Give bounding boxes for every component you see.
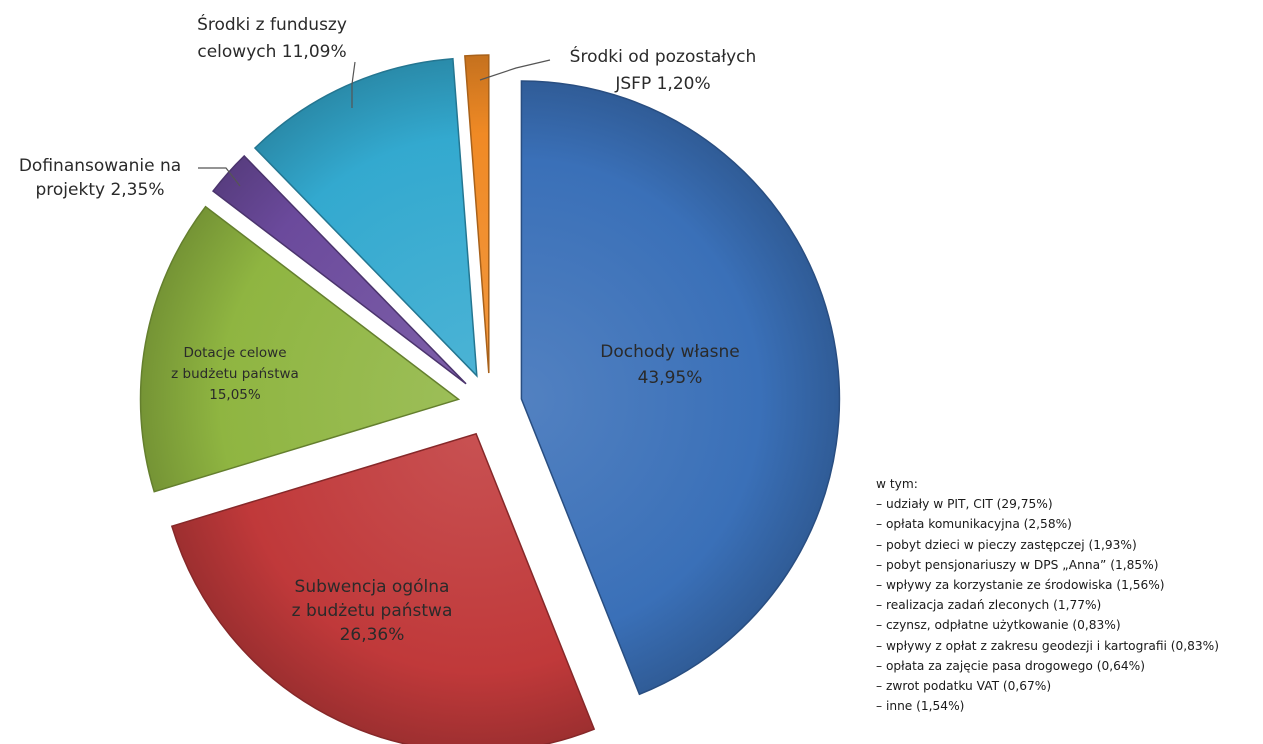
slice-label-2: Dotacje celowe z budżetu państwa 15,05% <box>171 345 299 403</box>
breakdown-item: – opłata za zajęcie pasa drogowego (0,64… <box>876 658 1145 673</box>
pie-slice-2 <box>139 205 461 493</box>
breakdown-item: – wpływy z opłat z zakresu geodezji i ka… <box>876 638 1219 653</box>
breakdown-item: – pobyt dzieci w pieczy zastępczej (1,93… <box>876 537 1137 552</box>
leader-line-5 <box>479 59 551 81</box>
pie-slice-5 <box>464 54 490 374</box>
breakdown-item: – pobyt pensjonariuszy w DPS „Anna” (1,8… <box>876 557 1159 572</box>
leader-line-3 <box>198 167 241 187</box>
breakdown-title: w tym: <box>876 477 918 491</box>
breakdown-item: – zwrot podatku VAT (0,67%) <box>876 679 1052 694</box>
slice-label-0: Dochody własne 43,95% <box>600 342 740 388</box>
breakdown-list: w tym: – udziały w PIT, CIT (29,75%) – o… <box>876 474 1219 716</box>
pie-slice-3 <box>212 154 467 385</box>
breakdown-item: – czynsz, odpłatne użytkowanie (0,83%) <box>876 618 1121 633</box>
breakdown-item: – wpływy za korzystanie ze środowiska (1… <box>876 578 1165 593</box>
pie-slice-4 <box>253 57 478 378</box>
slice-label-5: Środki od pozostałych JSFP 1,20% <box>570 45 757 94</box>
slice-label-3: Dofinansowanie na projekty 2,35% <box>19 156 181 200</box>
breakdown-item: – udziały w PIT, CIT (29,75%) <box>876 497 1053 512</box>
breakdown-item: – realizacja zadań zleconych (1,77%) <box>876 598 1102 613</box>
slice-label-1: Subwencja ogólna z budżetu państwa 26,36% <box>292 577 453 645</box>
breakdown-item: – opłata komunikacyjna (2,58%) <box>876 517 1072 532</box>
leader-line-4 <box>351 61 356 108</box>
pie-slice-1 <box>170 432 596 744</box>
slice-label-4: Środki z funduszy celowych 11,09% <box>197 13 347 62</box>
pie-slice-0 <box>520 80 841 696</box>
breakdown-item: – inne (1,54%) <box>876 699 965 714</box>
